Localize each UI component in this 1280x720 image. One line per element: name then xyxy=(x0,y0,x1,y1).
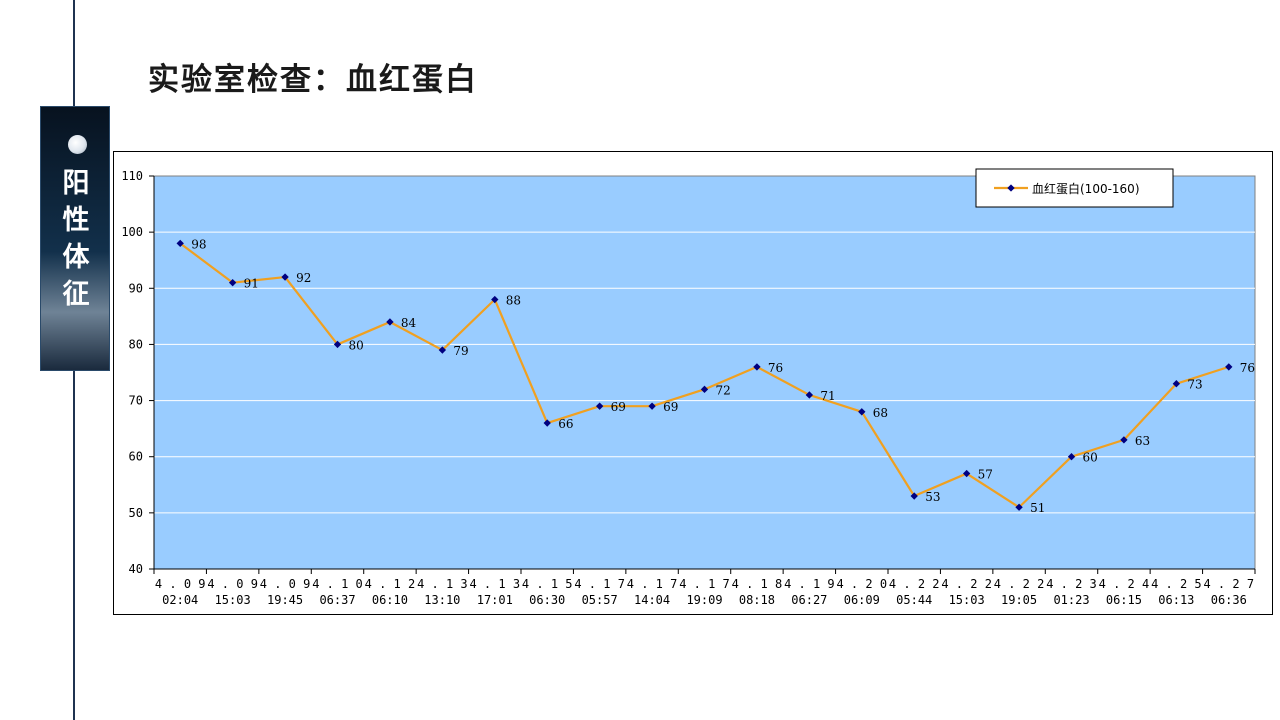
x-tick-label-time: 14:04 xyxy=(634,593,670,607)
y-tick-label: 80 xyxy=(129,337,143,351)
x-tick-label-date: 4 . 1 5 xyxy=(522,577,573,591)
x-tick-label-time: 17:01 xyxy=(477,593,513,607)
x-tick-label-date: 4 . 2 0 xyxy=(836,577,887,591)
y-tick-label: 110 xyxy=(121,169,143,183)
x-tick-label-date: 4 . 1 7 xyxy=(679,577,730,591)
data-label: 60 xyxy=(1083,451,1098,465)
y-tick-label: 40 xyxy=(129,562,143,576)
data-point xyxy=(595,402,604,410)
data-label: 69 xyxy=(663,400,678,414)
x-tick-label-time: 05:57 xyxy=(582,593,618,607)
x-tick-label-time: 01:23 xyxy=(1053,593,1089,607)
x-tick-label-date: 4 . 1 3 xyxy=(469,577,520,591)
plot-area xyxy=(153,175,1256,570)
x-tick-label-time: 06:09 xyxy=(844,593,880,607)
data-label: 92 xyxy=(296,271,311,285)
x-tick-label-time: 05:44 xyxy=(896,593,932,607)
data-label: 91 xyxy=(244,277,259,291)
x-tick-label-date: 4 . 1 0 xyxy=(312,577,363,591)
x-tick-label-date: 4 . 0 9 xyxy=(155,577,206,591)
x-tick-label-time: 06:15 xyxy=(1106,593,1142,607)
hemoglobin-line-chart: 40 50 60 70 80 90 100 110 4 . 0 9 02:04 4 . 0 9 15:… xyxy=(121,168,1256,607)
x-tick-label-time: 15:03 xyxy=(215,593,251,607)
data-point xyxy=(1015,503,1023,511)
x-tick-label-time: 06:36 xyxy=(1211,593,1247,607)
data-label: 51 xyxy=(1030,501,1045,515)
moon-icon xyxy=(68,135,87,154)
data-label: 69 xyxy=(611,400,626,414)
x-tick-label-time: 06:27 xyxy=(791,593,827,607)
data-label: 68 xyxy=(873,406,888,420)
x-tick-label-date: 4 . 1 3 xyxy=(417,577,468,591)
data-point xyxy=(858,408,866,416)
data-point xyxy=(333,340,342,349)
x-tick-label-date: 4 . 1 9 xyxy=(784,577,835,591)
x-tick-label-date: 4 . 0 9 xyxy=(260,577,311,591)
x-tick-label-time: 06:13 xyxy=(1158,593,1194,607)
x-tick-label-date: 4 . 2 2 xyxy=(994,577,1045,591)
data-point xyxy=(1225,363,1233,371)
x-tick-label-date: 4 . 2 7 xyxy=(1203,577,1254,591)
data-label: 73 xyxy=(1187,378,1202,392)
y-tick-label: 100 xyxy=(121,225,143,239)
x-tick-label-date: 4 . 2 3 xyxy=(1046,577,1097,591)
x-tick-label-date: 4 . 0 9 xyxy=(207,577,258,591)
x-tick-label-time: 19:05 xyxy=(1001,593,1037,607)
x-tick-label-date: 4 . 1 7 xyxy=(574,577,625,591)
data-point xyxy=(228,278,237,287)
x-tick-label-time: 02:04 xyxy=(162,593,198,607)
x-tick-label-time: 15:03 xyxy=(949,593,985,607)
x-tick-label-time: 08:18 xyxy=(739,593,775,607)
data-point xyxy=(910,492,918,500)
data-point xyxy=(753,363,761,371)
data-label: 79 xyxy=(453,344,468,358)
x-tick-label-time: 19:09 xyxy=(686,593,722,607)
x-tick-label-date: 4 . 1 8 xyxy=(732,577,783,591)
x-tick-label-time: 13:10 xyxy=(424,593,460,607)
x-tick-label-date: 4 . 2 2 xyxy=(889,577,940,591)
x-tick-label-time: 06:10 xyxy=(372,593,408,607)
data-point xyxy=(438,346,447,354)
data-point xyxy=(962,469,971,478)
data-label: 66 xyxy=(558,417,573,431)
data-label: 98 xyxy=(191,237,206,251)
side-panel: 阳 性 体 征 xyxy=(40,106,110,371)
data-label: 84 xyxy=(401,316,417,330)
data-point xyxy=(491,295,499,304)
x-tick-label-date: 4 . 1 2 xyxy=(365,577,416,591)
x-tick-label-time: 06:30 xyxy=(529,593,565,607)
x-tick-label-time: 06:37 xyxy=(319,593,355,607)
chart-frame: 40 50 60 70 80 90 100 110 4 . 0 9 02:04 4 . 0 9 15:… xyxy=(113,151,1273,615)
legend-label: 血红蛋白(100-160) xyxy=(1032,181,1140,196)
data-label: 53 xyxy=(925,490,940,504)
data-label: 76 xyxy=(768,361,783,375)
y-tick-label: 50 xyxy=(129,506,143,520)
y-tick-label: 70 xyxy=(129,394,143,408)
x-tick-label-date: 4 . 1 7 xyxy=(627,577,678,591)
data-label: 80 xyxy=(349,338,364,352)
data-point xyxy=(648,402,656,410)
data-label: 88 xyxy=(506,294,521,308)
x-tick-label-date: 4 . 2 4 xyxy=(1099,577,1150,591)
data-label: 72 xyxy=(716,383,731,397)
page-title: 实验室检查：血红蛋白 xyxy=(148,62,478,98)
data-label: 76 xyxy=(1240,361,1255,375)
side-label: 阳 性 体 征 xyxy=(62,168,90,310)
data-label: 63 xyxy=(1135,434,1150,448)
x-tick-label-date: 4 . 2 5 xyxy=(1151,577,1202,591)
x-tick-label-date: 4 . 2 2 xyxy=(941,577,992,591)
data-label: 57 xyxy=(978,468,993,482)
y-tick-label: 60 xyxy=(129,450,143,464)
data-label: 71 xyxy=(820,389,835,403)
x-tick-label-time: 19:45 xyxy=(267,593,303,607)
y-tick-label: 90 xyxy=(129,281,143,295)
